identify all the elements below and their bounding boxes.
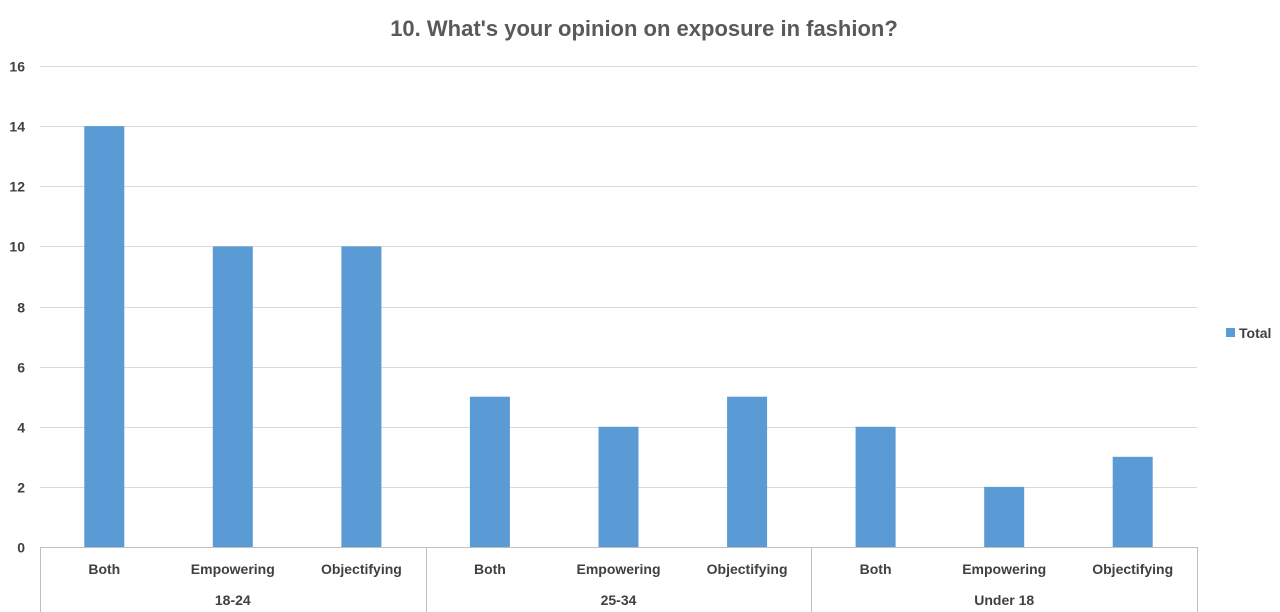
- y-tick-label: 14: [9, 119, 25, 135]
- bar: [1112, 456, 1153, 547]
- bar: [984, 486, 1025, 547]
- legend-swatch: [1226, 328, 1235, 337]
- bar: [727, 396, 768, 547]
- y-tick-label: 8: [17, 300, 25, 316]
- y-axis-ticks: 0 2 4 6 8 10 12 14 16: [9, 59, 25, 556]
- x-group-label: Under 18: [974, 592, 1034, 608]
- x-group-label: 25-34: [601, 592, 637, 608]
- x-category-label: Both: [88, 561, 120, 577]
- y-tick-label: 0: [17, 540, 25, 556]
- bar: [469, 396, 510, 547]
- y-tick-label: 12: [9, 179, 25, 195]
- x-category-label: Both: [860, 561, 892, 577]
- x-category-label: Both: [474, 561, 506, 577]
- y-tick-label: 6: [17, 360, 25, 376]
- bar: [212, 246, 253, 547]
- bars: [84, 126, 1153, 548]
- x-category-label: Empowering: [191, 561, 275, 577]
- y-tick-label: 10: [9, 239, 25, 255]
- bar: [341, 246, 382, 547]
- x-category-label: Empowering: [576, 561, 660, 577]
- bar: [84, 126, 125, 547]
- legend-label: Total: [1239, 325, 1271, 341]
- x-category-label: Empowering: [962, 561, 1046, 577]
- chart-title: 10. What's your opinion on exposure in f…: [390, 16, 898, 41]
- y-tick-label: 2: [17, 480, 25, 496]
- legend: Total: [1226, 325, 1271, 341]
- bar: [855, 426, 896, 548]
- x-group-label: 18-24: [215, 592, 251, 608]
- x-category-label: Objectifying: [707, 561, 788, 577]
- y-tick-label: 16: [9, 59, 25, 75]
- bar: [598, 426, 639, 548]
- x-category-label: Objectifying: [1092, 561, 1173, 577]
- x-axis: Both Empowering Objectifying Both Empowering…: [40, 547, 1198, 612]
- x-category-label: Objectifying: [321, 561, 402, 577]
- y-tick-label: 4: [17, 420, 25, 436]
